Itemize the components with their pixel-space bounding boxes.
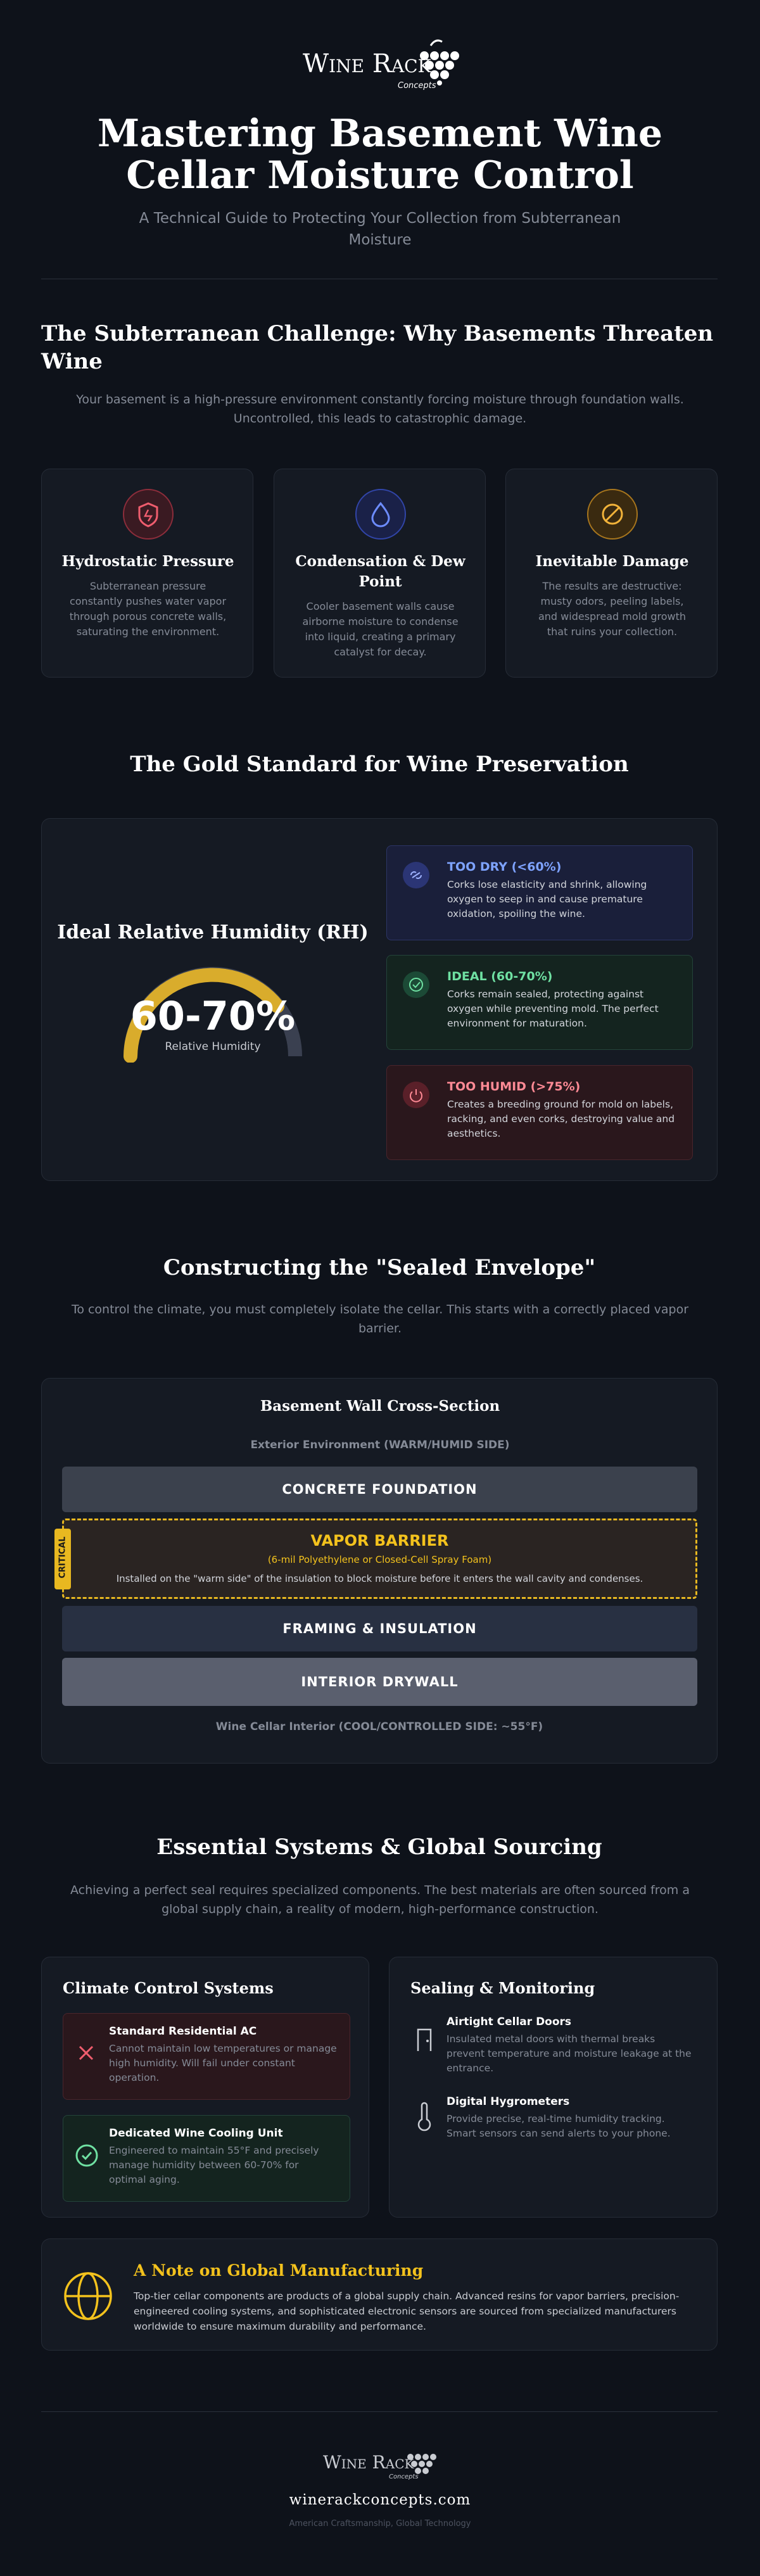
- systems-panel: Sealing & Monitoring Airtight Cellar Doo…: [389, 1957, 718, 2218]
- exterior-label: Exterior Environment (WARM/HUMID SIDE): [250, 1439, 510, 1451]
- range-title: TOO HUMID (>75%): [447, 1080, 581, 1094]
- card-icon: [587, 489, 638, 540]
- item-text: Insulated metal doors with thermal break…: [446, 2033, 692, 2074]
- card-text: Cooler basement walls cause airborne moi…: [302, 600, 459, 658]
- door-icon: [417, 2028, 432, 2051]
- item-text: Engineered to maintain 55°F and precisel…: [109, 2145, 319, 2185]
- card-text: The results are destructive: musty odors…: [538, 580, 687, 638]
- panel-title: Climate Control Systems: [63, 1979, 274, 1997]
- section-intro: Your basement is a high-pressure environ…: [76, 393, 684, 426]
- gauge-caption: Relative Humidity: [165, 1040, 261, 1053]
- item-text: Cannot maintain low temperatures or mana…: [109, 2043, 337, 2083]
- section-heading: The Gold Standard for Wine Preservation: [130, 752, 629, 777]
- humidity-panel: Ideal Relative Humidity (RH) 60-70% Rela…: [41, 818, 718, 1181]
- section-heading: Constructing the "Sealed Envelope": [163, 1255, 596, 1280]
- range-card: TOO DRY (<60%) Corks lose elasticity and…: [386, 845, 693, 940]
- range-text: Creates a breeding ground for mold on la…: [447, 1099, 675, 1139]
- section-intro: To control the climate, you must complet…: [71, 1303, 689, 1335]
- card-icon: [123, 489, 174, 540]
- item-title: Dedicated Wine Cooling Unit: [109, 2127, 283, 2140]
- card-text: Subterranean pressure constantly pushes …: [69, 580, 227, 638]
- card-icon: [355, 489, 406, 540]
- system-item: Standard Residential AC Cannot maintain …: [63, 2013, 350, 2100]
- layer: CONCRETE FOUNDATION: [62, 1467, 697, 1512]
- divider: [41, 2411, 718, 2412]
- card-title: Inevitable Damage: [535, 553, 689, 570]
- critical-tab: CRITICAL: [54, 1529, 71, 1589]
- check-icon: [75, 2144, 98, 2167]
- footer-url: winerackconcepts.com: [289, 2492, 471, 2508]
- vapor-subtitle: (6-mil Polyethylene or Closed-Cell Spray…: [267, 1554, 492, 1565]
- vapor-barrier: VAPOR BARRIER (6-mil Polyethylene or Clo…: [62, 1518, 697, 1599]
- thermometer-icon: [417, 2102, 431, 2131]
- logo-sub: Concepts: [389, 2473, 419, 2480]
- interior-label: Wine Cellar Interior (COOL/CONTROLLED SI…: [215, 1720, 543, 1733]
- layer: INTERIOR DRYWALL: [62, 1658, 697, 1706]
- range-text: Corks lose elasticity and shrink, allowi…: [447, 879, 647, 919]
- gauge: [124, 967, 302, 1063]
- page-title: Mastering Basement Wine Cellar Moisture …: [97, 111, 663, 198]
- card-title: Condensation & Dew Point: [295, 553, 466, 590]
- logo: Wine Rack Concepts: [0, 38, 760, 95]
- logo-text: Wine Rack: [323, 2452, 414, 2473]
- card-title: Hydrostatic Pressure: [61, 553, 234, 570]
- item-title: Digital Hygrometers: [446, 2095, 570, 2108]
- systems-panel: Climate Control Systems Standard Residen…: [41, 1957, 369, 2218]
- footer-logo: Wine Rack Concepts: [0, 2444, 760, 2482]
- panel-title: Sealing & Monitoring: [410, 1979, 595, 1997]
- logo-sub: Concepts: [398, 81, 436, 91]
- layer: FRAMING & INSULATION: [62, 1606, 697, 1651]
- note-text: Top-tier cellar components are products …: [134, 2290, 680, 2332]
- grape-icon: [420, 39, 459, 85]
- section-heading: The Subterranean Challenge: Why Basement…: [41, 321, 714, 374]
- range-title: TOO DRY (<60%): [447, 860, 562, 874]
- range-card: TOO HUMID (>75%) Creates a breeding grou…: [386, 1065, 693, 1160]
- range-title: IDEAL (60-70%): [447, 969, 553, 983]
- item-text: Provide precise, real-time humidity trac…: [446, 2113, 671, 2139]
- vapor-note: Installed on the "warm side" of the insu…: [116, 1573, 643, 1584]
- range-card: IDEAL (60-70%) Corks remain sealed, prot…: [386, 955, 693, 1050]
- footer-tagline: American Craftsmanship, Global Technolog…: [289, 2519, 471, 2529]
- range-icon: [403, 971, 429, 998]
- critical-label: CRITICAL: [58, 1536, 68, 1579]
- page-subtitle: A Technical Guide to Protecting Your Col…: [139, 210, 621, 248]
- note-title: A Note on Global Manufacturing: [134, 2261, 424, 2280]
- x-icon: [79, 2045, 94, 2061]
- system-item: Dedicated Wine Cooling Unit Engineered t…: [63, 2115, 350, 2202]
- vapor-title: VAPOR BARRIER: [310, 1532, 449, 1550]
- note-panel: A Note on Global Manufacturing Top-tier …: [41, 2238, 718, 2351]
- item-title: Airtight Cellar Doors: [446, 2016, 572, 2028]
- logo-text: Wine Rack: [303, 49, 431, 79]
- info-card: Inevitable Damage The results are destru…: [505, 469, 718, 678]
- range-text: Corks remain sealed, protecting against …: [447, 988, 659, 1029]
- info-card: Condensation & Dew Point Cooler basement…: [274, 469, 486, 678]
- item-title: Standard Residential AC: [109, 2025, 257, 2038]
- range-icon: [403, 862, 429, 888]
- gauge-label: Ideal Relative Humidity (RH): [57, 921, 369, 944]
- info-card: Hydrostatic Pressure Subterranean pressu…: [41, 469, 253, 678]
- gauge-value: 60-70%: [130, 993, 296, 1039]
- section-intro: Achieving a perfect seal requires specia…: [70, 1883, 690, 1916]
- diagram-title: Basement Wall Cross-Section: [260, 1398, 500, 1415]
- grape-icon: [407, 2454, 436, 2474]
- globe-icon: [64, 2272, 112, 2320]
- section-heading: Essential Systems & Global Sourcing: [156, 1834, 602, 1860]
- range-icon: [403, 1082, 429, 1108]
